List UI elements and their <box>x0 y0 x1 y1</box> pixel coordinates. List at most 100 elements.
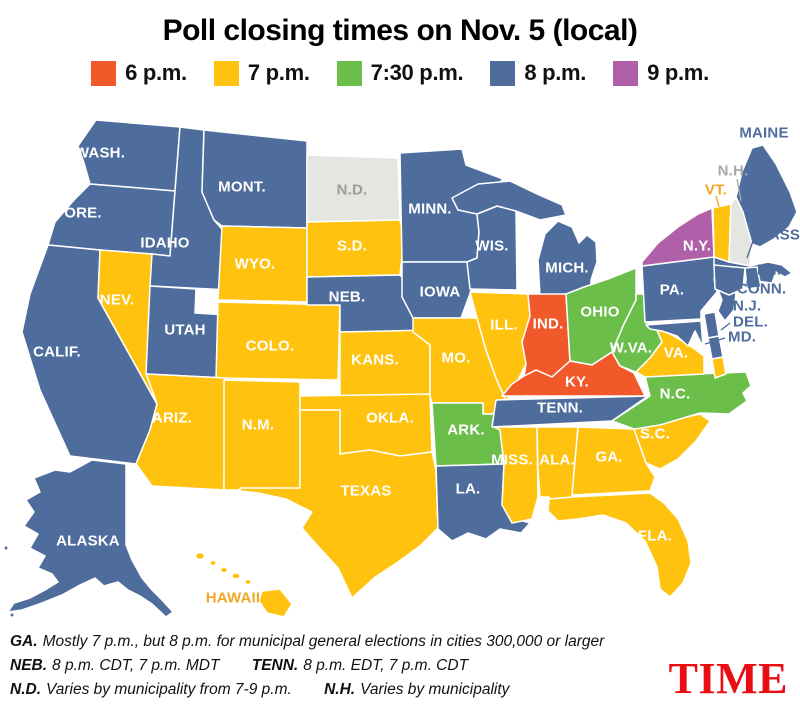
state-label-washington: WASH. <box>75 145 125 162</box>
state-label-oklahoma: OKLA. <box>366 410 414 427</box>
leader-line-connecticut <box>726 289 735 293</box>
state-vermont <box>712 203 732 263</box>
state-label-new-york: N.Y. <box>683 238 711 255</box>
state-label-tennessee: TENN. <box>537 400 583 417</box>
state-label-colorado: COLO. <box>246 338 295 355</box>
leader-line-massachusetts <box>746 240 754 259</box>
state-hawaii-island <box>244 578 252 586</box>
state-label-utah: UTAH <box>164 322 205 339</box>
state-hawaii-island <box>194 551 206 561</box>
state-north-carolina <box>611 371 752 430</box>
legend-item-9pm: 9 p.m. <box>613 60 709 86</box>
state-label-nebraska: NEB. <box>329 289 366 306</box>
leader-line-new-hampshire <box>736 178 742 202</box>
state-label-new-hampshire: N.H. <box>718 163 749 180</box>
state-label-ohio: OHIO <box>580 304 619 321</box>
footnote-prefix: TENN. <box>251 657 299 674</box>
legend-item-7pm: 7 p.m. <box>213 60 310 86</box>
state-michigan-upper-peninsula <box>451 180 567 221</box>
state-new-york <box>641 207 715 267</box>
state-rhode-island <box>744 266 762 290</box>
state-label-virginia: VA. <box>664 345 689 362</box>
footnote-line: N.D. Varies by municipality from 7-9 p.m.… <box>10 678 682 702</box>
footnotes: GA. Mostly 7 p.m., but 8 p.m. for municip… <box>10 630 682 702</box>
state-label-arkansas: ARK. <box>447 422 484 439</box>
legend: 6 p.m. 7 p.m. 7:30 p.m. 8 p.m. 9 p.m. <box>0 60 800 86</box>
state-label-missouri: MO. <box>442 350 471 367</box>
footnote-text: 8 p.m. EDT, 7 p.m. CDT <box>303 657 469 674</box>
footnote-prefix: N.D. <box>10 681 41 698</box>
state-label-maryland: MD. <box>728 329 756 346</box>
state-label-north-dakota: N.D. <box>337 182 368 199</box>
legend-item-730pm: 7:30 p.m. <box>336 60 464 86</box>
state-alaska <box>7 459 174 618</box>
legend-swatch-730pm <box>336 60 362 86</box>
page-title: Poll closing times on Nov. 5 (local) <box>162 14 638 47</box>
state-label-maine: MAINE <box>739 125 788 142</box>
leader-line-rhode-island <box>746 271 755 286</box>
state-label-north-carolina: N.C. <box>660 386 691 403</box>
footnote-line: NEB. 8 p.m. CDT, 7 p.m. MDT TENN. 8 p.m. E… <box>10 654 682 678</box>
legend-label-8pm: 8 p.m. <box>524 60 587 85</box>
state-label-louisiana: LA. <box>456 481 481 498</box>
legend-swatch-8pm <box>490 60 516 86</box>
footnote-text: Mostly 7 p.m., but 8 p.m. for municipal … <box>42 633 605 650</box>
state-connecticut <box>713 264 746 296</box>
state-florida <box>547 492 692 598</box>
state-label-new-jersey: N.J. <box>733 298 761 315</box>
leader-line-new-jersey <box>723 306 731 314</box>
state-label-indiana: IND. <box>533 316 564 333</box>
footnote-text: 8 p.m. CDT, 7 p.m. MDT <box>52 657 220 674</box>
legend-swatch-7pm <box>213 60 239 86</box>
state-label-south-dakota: S.D. <box>337 238 367 255</box>
state-label-idaho: IDAHO <box>140 235 189 252</box>
state-label-pennsylvania: PA. <box>660 282 685 299</box>
state-label-alabama: ALA. <box>539 452 575 469</box>
state-texas <box>239 409 439 599</box>
legend-label-7pm: 7 p.m. <box>247 60 310 85</box>
legend-label-9pm: 9 p.m. <box>647 60 709 85</box>
state-colorado <box>215 301 341 381</box>
footnote-prefix: N.H. <box>324 681 356 698</box>
leader-line-delaware <box>720 322 731 331</box>
state-label-montana: MONT. <box>218 179 266 196</box>
state-alaska-island <box>3 545 9 551</box>
state-label-alaska: ALASKA <box>56 533 120 550</box>
footnote-line: GA. Mostly 7 p.m., but 8 p.m. for municip… <box>10 630 682 654</box>
state-label-kansas: KANS. <box>351 352 399 369</box>
state-indiana <box>521 293 571 378</box>
state-label-california: CALIF. <box>33 344 81 361</box>
state-label-hawaii: HAWAII <box>206 590 261 607</box>
legend-swatch-6pm <box>91 60 117 86</box>
state-maryland <box>645 320 704 348</box>
state-label-oregon: ORE. <box>64 205 101 222</box>
footnote-text: Varies by municipality <box>360 681 510 698</box>
leader-line-vermont <box>715 195 720 208</box>
state-virginia-eastern-shore <box>711 356 727 379</box>
legend-label-6pm: 6 p.m. <box>125 60 187 85</box>
state-delaware <box>703 311 720 339</box>
state-label-wisconsin: WIS. <box>475 238 508 255</box>
state-alaska-island <box>9 612 15 618</box>
state-label-georgia: GA. <box>595 449 622 466</box>
state-label-new-mexico: N.M. <box>242 417 274 434</box>
state-south-carolina <box>633 413 711 470</box>
state-label-mississippi: MISS. <box>491 452 533 469</box>
state-michigan <box>537 220 598 297</box>
legend-item-8pm: 8 p.m. <box>490 60 586 86</box>
state-label-south-carolina: S.C. <box>640 426 670 443</box>
state-label-rhode-island: R.I. <box>757 262 781 279</box>
state-label-michigan: MICH. <box>545 260 589 277</box>
time-logo: TIME <box>668 654 788 703</box>
legend-label-730pm: 7:30 p.m. <box>370 60 464 85</box>
state-hawaii-island <box>209 559 217 567</box>
state-virginia <box>635 327 705 378</box>
state-label-minnesota: MINN. <box>408 201 452 218</box>
leader-line-maryland <box>704 337 726 345</box>
state-label-vermont: VT. <box>705 182 727 199</box>
state-label-massachusetts: MASS. <box>756 227 800 244</box>
legend-item-6pm: 6 p.m. <box>91 60 187 86</box>
state-label-kentucky: KY. <box>565 374 589 391</box>
